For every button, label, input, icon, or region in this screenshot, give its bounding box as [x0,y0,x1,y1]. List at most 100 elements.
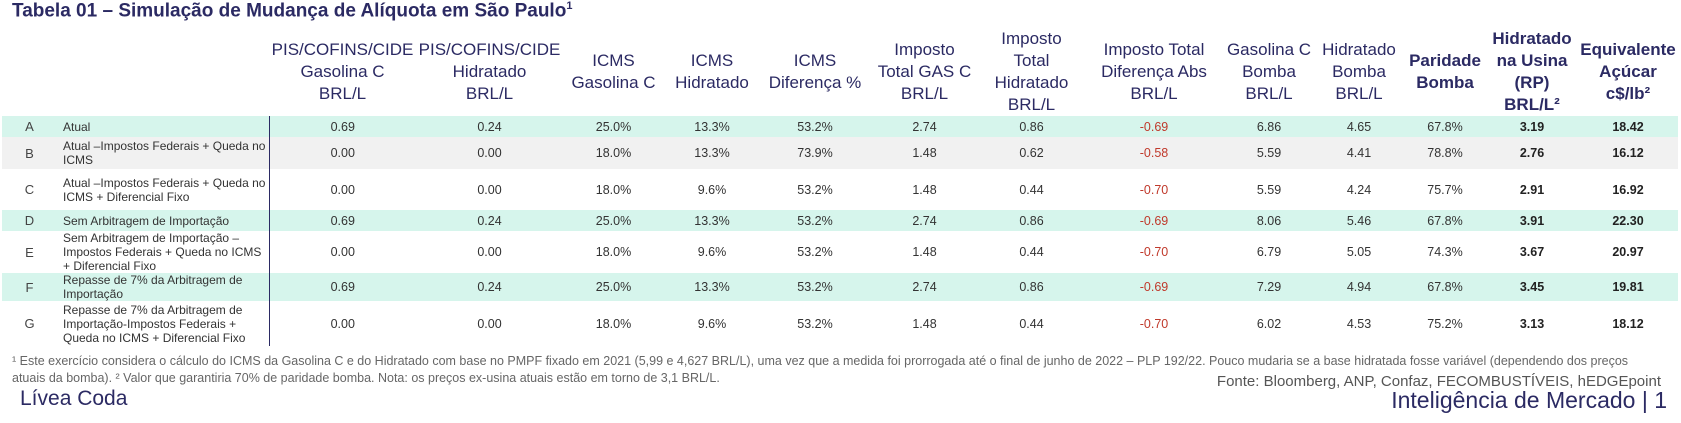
header-line: Imposto [894,40,955,59]
header-line: Diferença Abs [1101,62,1207,81]
cell-imp-gas: 1.48 [870,231,979,273]
header-line: Hidratado [1322,40,1396,59]
row-description: Repasse de 7% da Arbitragem de Importaçã… [57,301,270,346]
cell-icms-gas: 25.0% [563,116,664,137]
cell-pis-hid: 0.00 [416,301,563,346]
row-description: Atual –Impostos Federais + Queda no ICMS… [57,169,270,210]
cell-icms-gas: 25.0% [563,273,664,301]
cell-imp-gas: 1.48 [870,137,979,169]
cell-paridade: 67.8% [1404,273,1486,301]
cell-gas-bomba: 6.79 [1224,231,1314,273]
cell-icms-gas: 18.0% [563,231,664,273]
cell-hid-bomba: 4.94 [1314,273,1404,301]
cell-pis-gas: 0.69 [269,210,416,231]
cell-imp-dif: -0.70 [1084,231,1224,273]
cell-icms-hid: 13.3% [664,273,760,301]
header-line: BRL/L [900,84,949,103]
header-hid-bomba: Hidratado Bomba BRL/L [1314,28,1404,116]
cell-imp-dif: -0.69 [1084,210,1224,231]
cell-icms-hid: 9.6% [664,231,760,273]
cell-hid-usina: 2.76 [1486,137,1578,169]
cell-pis-hid: 0.24 [416,116,563,137]
header-line: (RP) [1514,73,1550,92]
cell-equiv: 18.12 [1578,301,1678,346]
cell-hid-bomba: 4.24 [1314,169,1404,210]
cell-icms-dif: 53.2% [760,273,870,301]
header-line: c$/lb² [1605,84,1651,103]
cell-equiv: 16.12 [1578,137,1678,169]
header-line: BRL/L [1335,84,1383,103]
table-row: G Repasse de 7% da Arbitragem de Importaç… [2,301,1678,346]
row-letter: G [2,301,57,346]
cell-imp-gas: 1.48 [870,301,979,346]
cell-icms-hid: 9.6% [664,169,760,210]
header-imp-hid: Imposto Total Hidratado BRL/L [979,28,1084,116]
header-line: ICMS [592,51,635,70]
cell-imp-dif: -0.69 [1084,116,1224,137]
cell-imp-hid: 0.44 [979,301,1084,346]
cell-equiv: 20.97 [1578,231,1678,273]
header-gas-bomba: Gasolina C Bomba BRL/L [1224,28,1314,116]
cell-hid-usina: 2.91 [1486,169,1578,210]
brand-footer: Inteligência de Mercado | 1 [1391,387,1667,413]
header-line: BRL/L [1245,84,1293,103]
table-row: D Sem Arbitragem de Importação 0.69 0.24 25.… [2,210,1678,231]
cell-hid-bomba: 5.46 [1314,210,1404,231]
cell-icms-dif: 53.2% [760,116,870,137]
cell-gas-bomba: 8.06 [1224,210,1314,231]
cell-pis-gas: 0.00 [269,301,416,346]
cell-icms-dif: 53.2% [760,231,870,273]
header-line: Bomba [1416,73,1474,92]
cell-hid-bomba: 4.41 [1314,137,1404,169]
cell-pis-gas: 0.00 [269,137,416,169]
cell-gas-bomba: 6.86 [1224,116,1314,137]
header-line: Hidratado [1492,29,1572,48]
header-line: Açúcar [1599,62,1657,81]
cell-icms-gas: 18.0% [563,169,664,210]
header-equiv: Equivalente Açúcar c$/lb² [1578,28,1678,116]
header-line: Gasolina C [571,73,656,92]
header-line: BRL/L [318,84,367,103]
cell-equiv: 22.30 [1578,210,1678,231]
cell-imp-dif: -0.69 [1084,273,1224,301]
header-line: na Usina [1496,51,1568,70]
header-line: PIS/COFINS/CIDE [418,40,561,59]
table-row: B Atual –Impostos Federais + Queda no ICM… [2,137,1678,169]
row-description: Repasse de 7% da Arbitragem de Importaçã… [57,273,270,301]
header-line: Bomba [1332,62,1386,81]
source-text: Fonte: Bloomberg, ANP, Confaz, FECOMBUST… [1216,373,1661,390]
cell-imp-hid: 0.86 [979,273,1084,301]
cell-icms-hid: 13.3% [664,210,760,231]
header-line: PIS/COFINS/CIDE [271,40,414,59]
cell-paridade: 75.7% [1404,169,1486,210]
header-icms-dif: ICMS Diferença % [760,28,870,116]
header-icms-hid: ICMS Hidratado [664,28,760,116]
header-pis-hid: PIS/COFINS/CIDE Hidratado BRL/L [416,28,563,116]
author-name: Lívea Coda [20,387,128,410]
row-letter: F [2,273,57,301]
header-line: ICMS [690,51,734,70]
header-icms-gas: ICMS Gasolina C [563,28,664,116]
cell-paridade: 74.3% [1404,231,1486,273]
footnotes: ¹ Este exercício considera o cálculo do … [12,354,1629,385]
cell-paridade: 67.8% [1404,116,1486,137]
row-description: Atual [57,116,270,137]
cell-gas-bomba: 5.59 [1224,169,1314,210]
row-letter: D [2,210,57,231]
cell-imp-gas: 2.74 [870,116,979,137]
cell-imp-gas: 2.74 [870,210,979,231]
cell-icms-gas: 25.0% [563,210,664,231]
header-line: Hidratado [675,73,749,92]
table-body: A Atual 0.69 0.24 25.0% 13.3% 53.2% 2.74 0.86 -0.… [2,116,1678,346]
cell-equiv: 19.81 [1578,273,1678,301]
cell-pis-hid: 0.00 [416,231,563,273]
cell-hid-usina: 3.19 [1486,116,1578,137]
header-line: Equivalente [1580,40,1676,59]
cell-icms-dif: 73.9% [760,137,870,169]
cell-imp-hid: 0.44 [979,169,1084,210]
cell-imp-hid: 0.62 [979,137,1084,169]
cell-pis-hid: 0.00 [416,137,563,169]
header-line: Total [1013,51,1050,70]
row-letter: B [2,137,57,169]
cell-pis-gas: 0.69 [269,116,416,137]
